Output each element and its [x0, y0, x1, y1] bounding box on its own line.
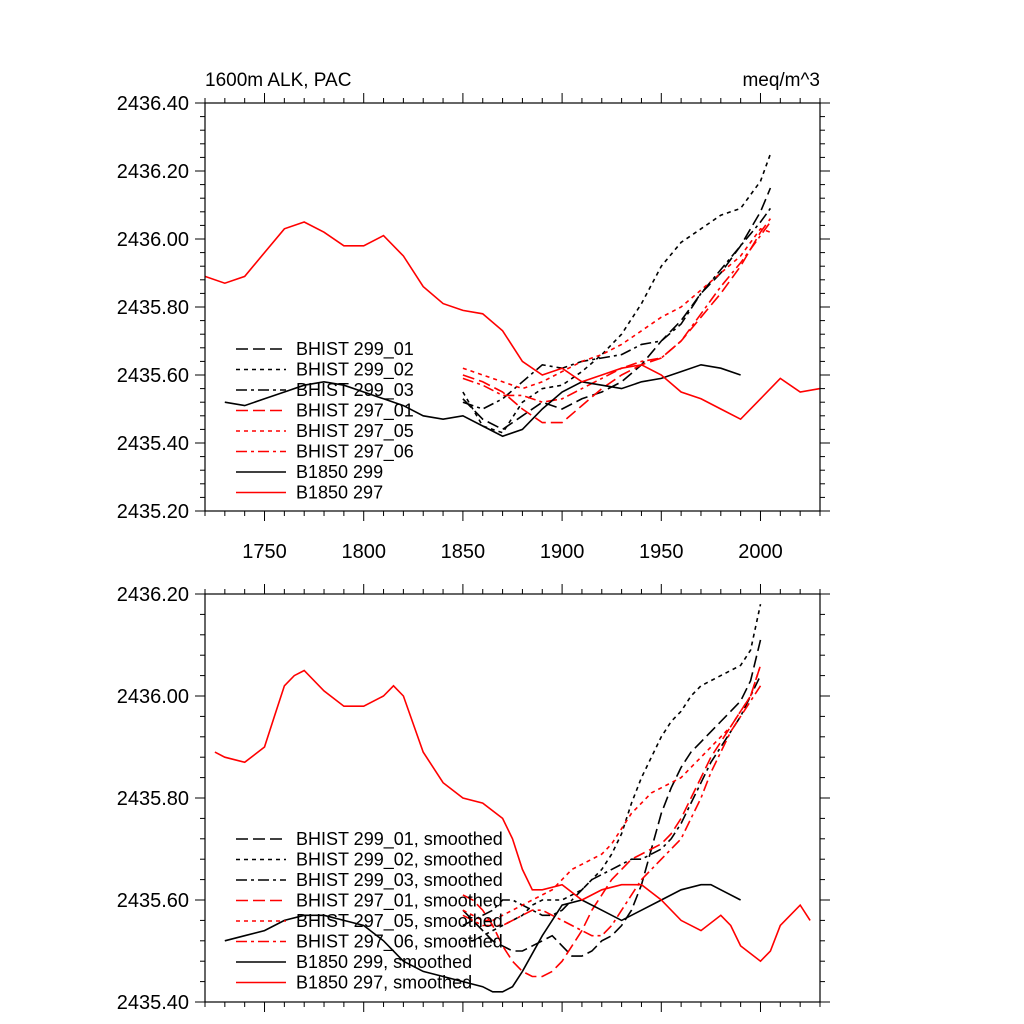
series-line-1-1	[462, 604, 762, 942]
x-tick-label: 1850	[441, 541, 486, 563]
series-line-0-7	[204, 221, 821, 421]
x-tick-label: 2000	[738, 541, 783, 563]
legend-label: BHIST 299_01, smoothed	[296, 829, 503, 850]
y-tick-label: 2436.20	[117, 584, 189, 606]
units-label: meq/m^3	[742, 70, 820, 91]
y-tick-label: 2436.20	[117, 161, 189, 183]
x-tick-label: 1800	[341, 541, 386, 563]
legend-label: BHIST 297_01, smoothed	[296, 891, 503, 912]
y-tick-label: 2435.60	[117, 890, 189, 912]
legend-label: BHIST 297_01	[296, 401, 414, 422]
y-tick-label: 2436.40	[117, 93, 189, 115]
series-line-1-0	[462, 639, 762, 957]
y-tick-label: 2435.80	[117, 788, 189, 810]
series-line-1-6	[224, 883, 741, 993]
series-line-0-0	[462, 187, 772, 431]
series-line-1-4	[462, 665, 762, 922]
y-tick-label: 2435.40	[117, 992, 189, 1014]
top-panel: 2435.20 2435.40 2435.60 2435.80 2436.00 2436.…	[117, 70, 830, 563]
y-tick-label: 2435.80	[117, 297, 189, 319]
legend-label: BHIST 297_05	[296, 421, 414, 442]
series-line-0-5	[462, 221, 772, 404]
series-line-1-7	[214, 669, 811, 963]
x-tick-label: 1900	[540, 541, 585, 563]
legend-label: BHIST 299_02, smoothed	[296, 850, 503, 871]
series-line-1-3	[462, 665, 762, 978]
series-line-1-5	[462, 685, 762, 937]
y-tick-label: 2436.00	[117, 229, 189, 251]
series-line-0-4	[462, 227, 771, 390]
legend-label: BHIST 299_01	[296, 339, 414, 360]
y-tick-label: 2435.60	[117, 365, 189, 387]
y-tick-label: 2435.20	[117, 501, 189, 523]
series-line-0-3	[462, 218, 772, 424]
chart-title: 1600m ALK, PAC	[205, 70, 351, 91]
legend-label: B1850 299, smoothed	[296, 952, 472, 972]
legend-label: BHIST 299_02	[296, 360, 414, 381]
legend-label: BHIST 299_03, smoothed	[296, 870, 503, 891]
series-line-0-2	[462, 207, 772, 410]
legend-label: BHIST 299_03	[296, 380, 414, 401]
legend-label: B1850 297	[296, 483, 383, 503]
x-tick-label: 1750	[242, 541, 287, 563]
legend-label: B1850 297, smoothed	[296, 973, 472, 993]
y-tick-label: 2435.40	[117, 433, 189, 455]
series-line-0-1	[462, 153, 772, 434]
legend-label: BHIST 297_06, smoothed	[296, 932, 503, 953]
bottom-panel: 2435.40 2435.60 2435.80 2436.00 2436.20 BHIST…	[117, 584, 830, 1014]
legend-label: BHIST 297_06	[296, 442, 414, 463]
series-line-0-6	[224, 363, 741, 438]
legend-label: BHIST 297_05, smoothed	[296, 911, 503, 932]
legend-label: B1850 299	[296, 462, 383, 482]
y-tick-label: 2436.00	[117, 686, 189, 708]
x-tick-label: 1950	[639, 541, 684, 563]
series-line-1-2	[462, 675, 762, 927]
